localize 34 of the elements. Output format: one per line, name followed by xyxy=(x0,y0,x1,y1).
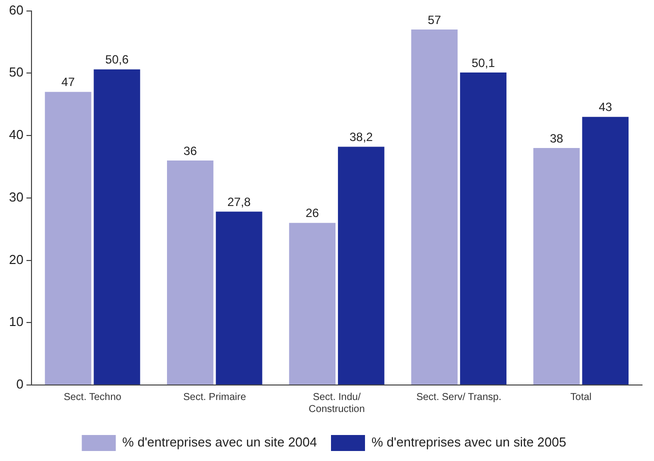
data-label: 50,1 xyxy=(472,56,496,70)
data-label: 27,8 xyxy=(227,194,252,209)
data-label: 26 xyxy=(306,206,320,220)
data-label: 43 xyxy=(598,100,612,114)
y-tick-label: 50 xyxy=(8,64,24,80)
x-tick-label: Sect. Serv/ Transp. xyxy=(416,392,502,403)
data-label: 36 xyxy=(184,144,198,158)
bar xyxy=(533,148,580,384)
bar xyxy=(94,69,140,384)
legend-label: % d'entreprises avec un site 2005 xyxy=(372,434,566,450)
bar xyxy=(582,116,629,384)
data-label: 38 xyxy=(550,131,564,146)
y-tick-label: 20 xyxy=(8,252,24,267)
y-tick-label: 30 xyxy=(8,189,24,204)
bar xyxy=(338,146,384,384)
x-tick-label: Sect. Indu/ Construction xyxy=(308,392,365,415)
bar xyxy=(44,92,92,384)
x-tick-label: Sect. Techno xyxy=(64,392,122,403)
data-label: 38,2 xyxy=(349,130,374,144)
bar xyxy=(289,222,336,384)
x-tick-label: Total xyxy=(570,392,592,403)
bar xyxy=(411,30,458,384)
legend-label: % d'entreprises avec un site 2004 xyxy=(122,434,318,450)
y-tick-label: 60 xyxy=(8,2,24,18)
bar xyxy=(460,72,506,384)
data-label: 47 xyxy=(61,75,76,90)
y-tick-label: 0 xyxy=(16,376,24,392)
bar xyxy=(216,212,262,384)
x-tick-label: Sect. Primaire xyxy=(183,392,246,403)
bar xyxy=(167,160,214,384)
y-tick-label: 40 xyxy=(8,127,24,142)
data-label: 50,6 xyxy=(105,52,129,67)
y-tick-label: 10 xyxy=(8,314,24,330)
data-label: 57 xyxy=(428,12,442,27)
